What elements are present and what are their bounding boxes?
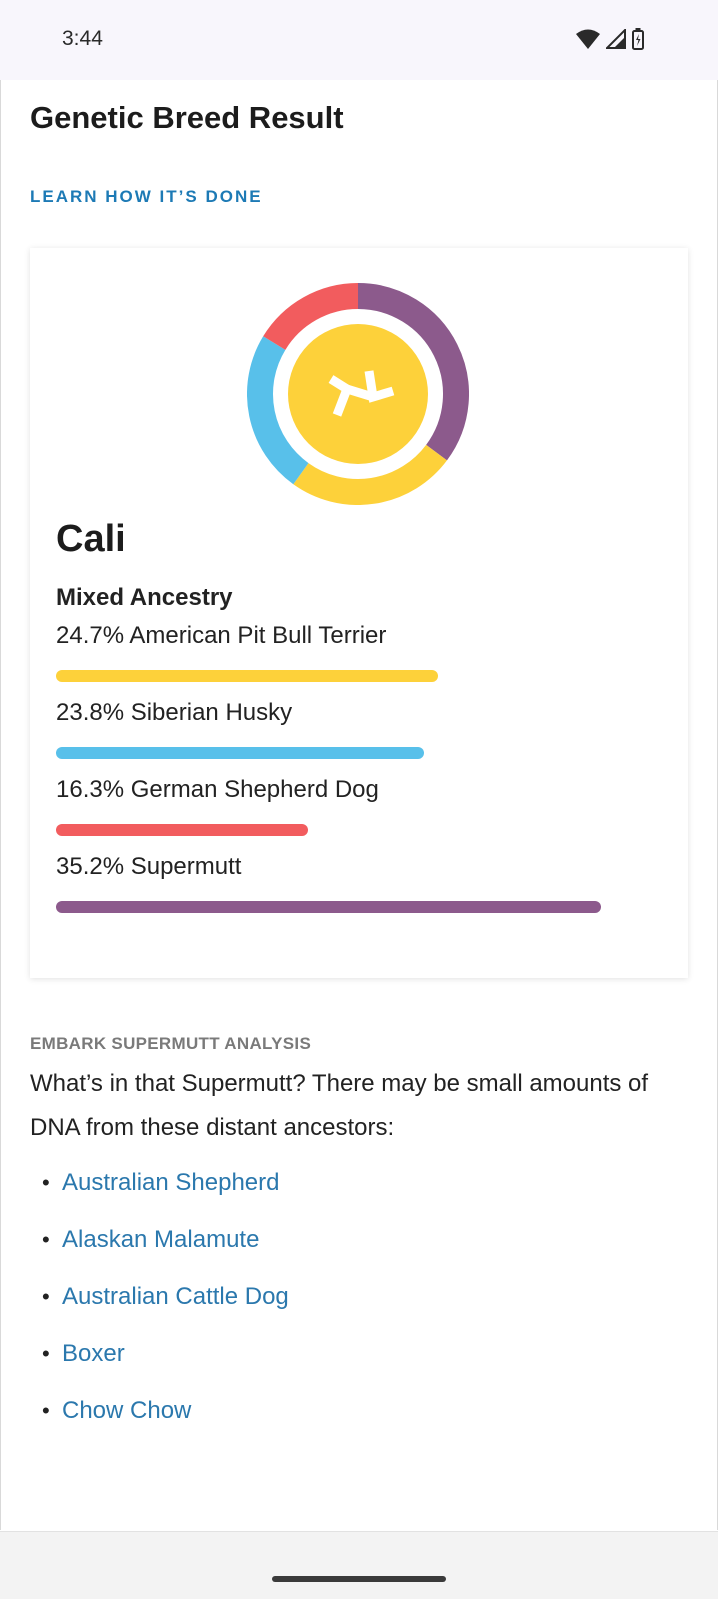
donut-slice <box>357 283 469 461</box>
bullet-icon: • <box>42 1398 50 1423</box>
donut-arcs <box>247 283 469 505</box>
breed-label: 23.8% Siberian Husky <box>56 699 293 726</box>
breed-result-card: Cali Mixed Ancestry 24.7% American Pit B… <box>30 248 688 978</box>
bullet-icon: • <box>42 1284 50 1309</box>
cell-signal-icon <box>606 29 626 49</box>
dog-name: Cali <box>56 518 126 560</box>
ancestor-link[interactable]: Australian Shepherd <box>62 1169 280 1196</box>
breed-row: 23.8% Siberian Husky <box>56 699 656 759</box>
breed-donut-chart <box>247 283 469 505</box>
bullet-icon: • <box>42 1227 50 1252</box>
learn-how-link[interactable]: LEARN HOW IT’S DONE <box>30 187 263 206</box>
page-title: Genetic Breed Result <box>30 100 344 135</box>
status-icons <box>576 28 644 50</box>
wifi-icon <box>576 29 600 49</box>
breed-bar <box>56 901 601 913</box>
breed-label: 16.3% German Shepherd Dog <box>56 776 379 803</box>
list-item: • Boxer <box>30 1339 289 1396</box>
breed-bar <box>56 824 309 836</box>
list-item: • Alaskan Malamute <box>30 1225 289 1282</box>
ancestor-link[interactable]: Alaskan Malamute <box>62 1226 260 1253</box>
ancestor-link[interactable]: Chow Chow <box>62 1397 192 1424</box>
breed-label: 35.2% Supermutt <box>56 853 242 880</box>
breed-bar <box>56 670 439 682</box>
supermutt-heading: EMBARK SUPERMUTT ANALYSIS <box>30 1034 312 1053</box>
embark-logo-icon <box>328 370 395 417</box>
supermutt-description: What’s in that Supermutt? There may be s… <box>30 1070 649 1141</box>
ancestor-link[interactable]: Boxer <box>62 1340 125 1367</box>
breed-row: 16.3% German Shepherd Dog <box>56 776 656 836</box>
ancestor-link[interactable]: Australian Cattle Dog <box>62 1283 289 1310</box>
list-item: • Australian Cattle Dog <box>30 1282 289 1339</box>
donut-slice <box>293 444 447 505</box>
breed-row: 35.2% Supermutt <box>56 853 656 913</box>
frame-border-left <box>0 80 1 1530</box>
breed-label: 24.7% American Pit Bull Terrier <box>56 622 387 649</box>
ancestry-label: Mixed Ancestry <box>56 584 233 611</box>
donut-slice <box>263 283 359 351</box>
bullet-icon: • <box>42 1341 50 1366</box>
status-time: 3:44 <box>62 27 103 50</box>
battery-icon <box>632 28 644 50</box>
home-indicator[interactable] <box>272 1576 446 1582</box>
ancestor-list: • Australian Shepherd • Alaskan Malamute… <box>30 1168 289 1453</box>
breed-row: 24.7% American Pit Bull Terrier <box>56 622 656 682</box>
donut-slice <box>247 336 309 485</box>
bottom-toolbar <box>0 1531 718 1599</box>
list-item: • Chow Chow <box>30 1396 289 1453</box>
list-item: • Australian Shepherd <box>30 1168 289 1225</box>
bullet-icon: • <box>42 1170 50 1195</box>
status-bar: 3:44 <box>0 0 718 80</box>
breed-bar <box>56 747 425 759</box>
